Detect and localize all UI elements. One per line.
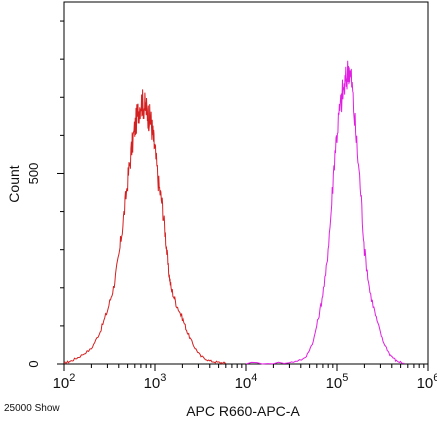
- events-shown-label: 25000 Show: [4, 403, 60, 414]
- series-1-line: [63, 89, 226, 365]
- y-axis-label: Count: [6, 165, 22, 202]
- plot-area-frame: [63, 1, 429, 365]
- x-axis-label: APC R660-APC-A: [186, 403, 300, 419]
- x-tick-label: 103: [144, 372, 167, 392]
- y-tick-label: 500: [26, 163, 41, 185]
- x-tick-label: 104: [235, 372, 258, 392]
- x-tick-label: 105: [326, 372, 349, 392]
- series-2-line: [245, 60, 405, 365]
- x-tick-label: 106: [417, 372, 437, 392]
- y-tick-label: 0: [26, 360, 41, 367]
- x-tick-label: 102: [53, 372, 76, 392]
